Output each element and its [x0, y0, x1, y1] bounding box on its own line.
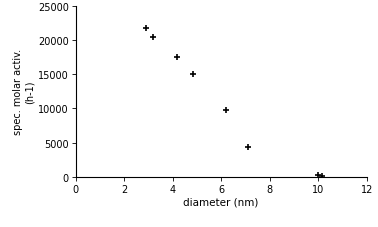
Point	[174, 56, 181, 60]
Point	[223, 109, 229, 113]
Point	[143, 27, 149, 30]
Y-axis label: spec. molar activ.
(h-1): spec. molar activ. (h-1)	[13, 49, 35, 135]
Point	[190, 73, 196, 77]
Point	[319, 175, 325, 178]
X-axis label: diameter (nm): diameter (nm)	[183, 197, 259, 207]
Point	[150, 36, 156, 39]
Point	[245, 145, 251, 149]
Point	[315, 174, 321, 178]
